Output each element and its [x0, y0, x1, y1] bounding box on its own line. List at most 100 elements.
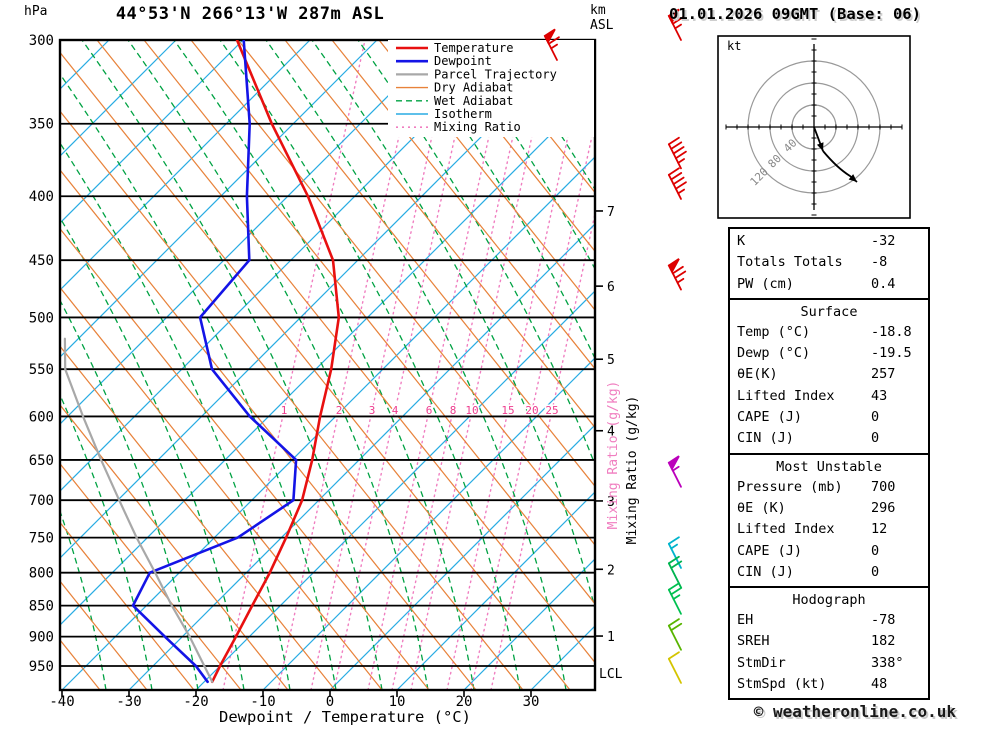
mixing-ratio-label: 20 [525, 404, 538, 417]
pressure-tick-label: 600 [29, 409, 54, 425]
stat-row: PW (cm) 0.4 [730, 274, 928, 295]
wind-barb [667, 618, 683, 651]
stat-value: -18.8 [871, 323, 912, 340]
asl-label: ASL [590, 18, 614, 33]
stat-row: StmSpd (kt) 48 [730, 674, 928, 695]
stats-section: K -32 Totals Totals -8 PW (cm) 0.4 [728, 227, 930, 300]
temp-tick-label: -40 [49, 694, 74, 710]
stat-row: CAPE (J) 0 [730, 407, 928, 428]
stat-label: Lifted Index [737, 387, 835, 404]
pressure-tick-label: 400 [29, 189, 54, 205]
km-tick-label: 4 [607, 425, 615, 440]
km-tick-label: 2 [607, 563, 615, 578]
temp-axis: -40 -30 -20 -10 0 10 20 30 Dewpoint / Temperatur… [49, 690, 539, 726]
stat-label: StmSpd (kt) [737, 676, 827, 693]
stat-value: -78 [871, 612, 896, 629]
temp-tick-label: 20 [456, 694, 473, 710]
wind-barb [667, 582, 683, 615]
stat-label: Lifted Index [737, 521, 835, 538]
stats-section-header: Hodograph [792, 592, 866, 609]
stat-label: EH [737, 612, 754, 629]
pressure-tick-label: 500 [29, 310, 54, 326]
wind-barb [667, 8, 684, 41]
legend-item-dry-adiabat: Dry Adiabat [434, 81, 513, 95]
pressure-axis-unit: hPa [24, 4, 48, 19]
stat-label: CAPE (J) [737, 409, 803, 426]
x-axis-label: Dewpoint / Temperature (°C) [219, 708, 471, 726]
legend-item-parcel-trajectory: Parcel Trajectory [434, 67, 557, 81]
stat-value: 296 [871, 499, 896, 516]
temp-tick-label: -20 [183, 694, 208, 710]
pressure-tick-label: 800 [29, 566, 54, 582]
stat-row: CIN (J) 0 [730, 562, 928, 583]
stat-label: CIN (J) [737, 430, 794, 447]
stat-row: EH -78 [730, 610, 928, 631]
mixing-ratio-axis-label-pink: Mixing Ratio (g/kg) [606, 381, 621, 530]
stat-row: Pressure (mb) 700 [730, 477, 928, 498]
wet-adiabat-lines [60, 40, 595, 690]
stat-value: -19.5 [871, 345, 912, 362]
pressure-tick-label: 900 [29, 630, 54, 646]
stats-section-header: Surface [800, 303, 858, 320]
stat-value: 0 [871, 563, 880, 580]
stat-label: θE (K) [737, 499, 786, 516]
mixing-ratio-label: 6 [426, 404, 433, 417]
stat-row: K -32 [730, 231, 928, 252]
stats-section: Surface Temp (°C) -18.8 Dewp (°C) -19.5 θE(K)… [728, 297, 930, 455]
stat-value: -8 [871, 254, 888, 271]
km-tick-label: 6 [607, 280, 615, 295]
stats-section-header: Most Unstable [776, 458, 882, 475]
km-label: km [590, 3, 606, 18]
profile-curves [63, 40, 341, 684]
mixing-ratio-label: 3 [369, 404, 376, 417]
plot-border [58, 38, 597, 692]
copyright-link[interactable]: © weatheronline.co.uk [753, 702, 956, 721]
stat-value: 48 [871, 676, 888, 693]
dewpoint-curve [131, 40, 298, 684]
stat-label: Temp (°C) [737, 323, 811, 340]
km-axis: 7 6 5 4 3 2 1 LCL Mixing Ratio (g/kg) Mixing Rati… [595, 205, 640, 682]
stat-value: 0 [871, 430, 880, 447]
pressure-tick-label: 750 [29, 531, 54, 547]
km-tick-label: 5 [607, 353, 615, 368]
dry-adiabat-lines [60, 40, 595, 690]
pressure-tick-label: 450 [29, 253, 54, 269]
stat-row: CAPE (J) 0 [730, 541, 928, 562]
temperature-curve [210, 40, 341, 684]
mixing-ratio-labels: 1 2 3 4 6 8 10 15 20 25 [279, 403, 560, 419]
pressure-tick-label: 850 [29, 599, 54, 615]
temp-tick-label: 0 [326, 694, 334, 710]
stat-label: SREH [737, 633, 770, 650]
pressure-tick-label: 550 [29, 362, 54, 378]
pressure-tick-label: 300 [29, 33, 54, 49]
legend-item-dewpoint: Dewpoint [434, 54, 492, 68]
stat-value: 338° [871, 654, 904, 671]
parcel-trajectory-curve [63, 337, 214, 683]
stat-label: Totals Totals [737, 254, 843, 271]
km-tick-label: 1 [607, 630, 615, 645]
legend-item-wet-adiabat: Wet Adiabat [434, 94, 513, 108]
legend-item-temperature: Temperature [434, 41, 513, 55]
stat-row: CIN (J) 0 [730, 428, 928, 449]
stat-row: Lifted Index 12 [730, 519, 928, 540]
stat-label: PW (cm) [737, 275, 794, 292]
hodograph-unit: kt [727, 39, 741, 53]
km-tick-label: 3 [607, 495, 615, 510]
pressure-tick-label: 950 [29, 659, 54, 675]
altitude-axis-unit: km ASL [590, 3, 634, 33]
stat-label: CIN (J) [737, 563, 794, 580]
stat-label: StmDir [737, 654, 786, 671]
stat-value: 43 [871, 387, 888, 404]
mixing-ratio-axis-label: Mixing Ratio (g/kg) [625, 396, 640, 545]
stat-value: 0.4 [871, 275, 896, 292]
stat-row: StmDir 338° [730, 653, 928, 674]
mixing-ratio-label: 15 [501, 404, 514, 417]
stats-section: Hodograph EH -78 SREH 182 StmDir 338° StmSpd (k… [728, 586, 930, 701]
plot-area [60, 40, 595, 690]
stat-row: Lifted Index 43 [730, 386, 928, 407]
wind-barb [667, 167, 687, 200]
stat-row: Temp (°C) -18.8 [730, 322, 928, 343]
